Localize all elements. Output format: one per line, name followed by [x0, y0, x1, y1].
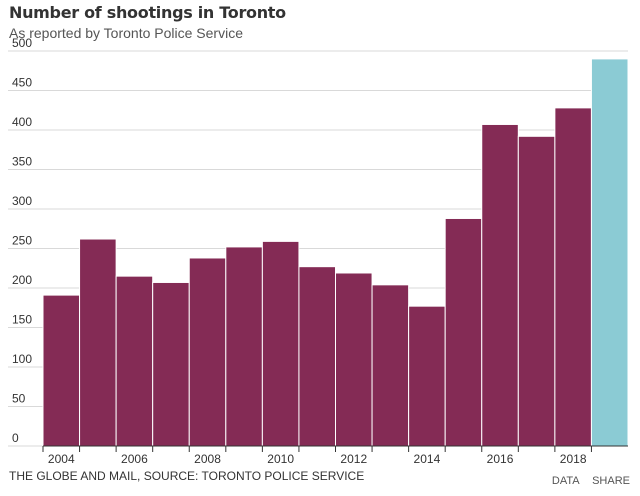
y-tick-label: 150 [12, 313, 32, 327]
y-tick-label: 0 [12, 431, 19, 445]
y-tick-label: 450 [12, 76, 32, 90]
bar-2012 [335, 272, 373, 447]
x-tick-label: 2018 [560, 452, 587, 466]
bar-2011 [298, 266, 336, 447]
x-tick-label: 2012 [340, 452, 367, 466]
bar-2010 [261, 240, 300, 447]
bar-2008 [188, 257, 227, 447]
bar-2019 [590, 58, 629, 447]
footer-links: DATA SHARE [542, 475, 630, 487]
share-link[interactable]: SHARE [592, 475, 630, 487]
y-tick-label: 100 [12, 352, 32, 366]
x-axis-ticks: 2004 2006 2008 2010 2012 2014 2016 2018 [42, 446, 592, 466]
data-link[interactable]: DATA [551, 475, 580, 487]
x-tick-label: 2004 [48, 452, 75, 466]
bar-2005 [79, 238, 117, 447]
chart-title: Number of shootings in Toronto [9, 3, 286, 22]
bar-2004 [42, 294, 81, 447]
y-tick-label: 350 [12, 155, 32, 169]
x-tick-label: 2008 [194, 452, 221, 466]
x-tick-label: 2014 [414, 452, 441, 466]
bar-2006 [115, 275, 154, 447]
y-tick-label: 300 [12, 194, 32, 208]
bar-2007 [152, 281, 190, 447]
x-tick-label: 2016 [487, 452, 514, 466]
y-tick-label: 200 [12, 273, 32, 287]
y-tick-label: 400 [12, 115, 32, 129]
bar-2014 [408, 305, 446, 447]
source-note: THE GLOBE AND MAIL, SOURCE: TORONTO POLI… [9, 469, 365, 483]
y-tick-label: 50 [12, 392, 26, 406]
bars [42, 58, 629, 447]
bar-2018 [554, 107, 592, 447]
x-tick-label: 2006 [121, 452, 148, 466]
bar-2013 [371, 284, 410, 447]
bar-2017 [517, 135, 556, 447]
bar-2009 [225, 246, 263, 447]
y-axis-ticks: 0 50 100 150 200 250 300 350 400 450 500 [12, 36, 32, 445]
chart-subtitle: As reported by Toronto Police Service [9, 25, 243, 41]
bar-2016 [481, 123, 519, 447]
bar-2015 [444, 217, 483, 447]
x-tick-label: 2010 [267, 452, 294, 466]
y-tick-label: 500 [12, 36, 32, 50]
y-tick-label: 250 [12, 234, 32, 248]
